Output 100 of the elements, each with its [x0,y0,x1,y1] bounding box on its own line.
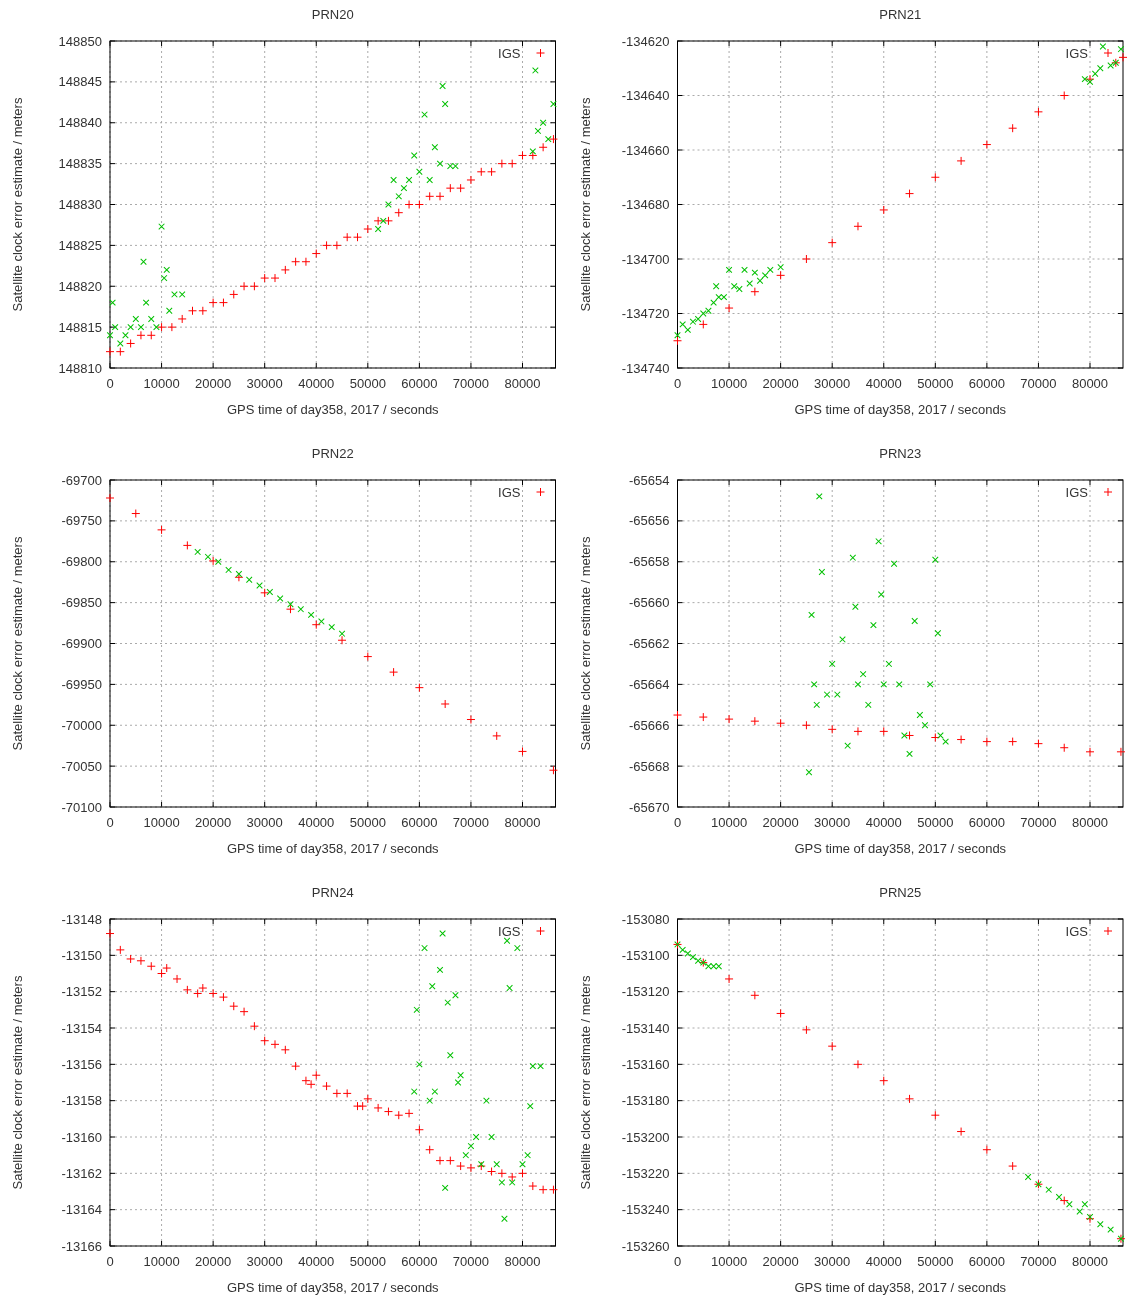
x-tick-label: 60000 [968,1254,1005,1269]
chart-title: PRN20 [311,7,354,22]
y-tick-label: -153120 [621,984,670,1000]
y-tick-label: 148815 [58,319,102,335]
point [694,957,702,965]
point [132,315,140,323]
y-axis-title: Satellite clock error estimate / meters [10,975,25,1190]
x-tick-label: 0 [673,376,682,391]
point [338,630,346,638]
y-tick-label: -13150 [61,947,102,963]
x-tick-label: 60000 [401,815,438,830]
y-tick-label: 148820 [58,278,102,294]
point [879,726,889,736]
point [256,582,263,589]
point [1096,1220,1104,1228]
y-tick-label: -70000 [61,717,102,733]
point [828,660,836,668]
y-tick-label: -134680 [621,197,670,212]
point [414,1125,424,1135]
point [699,310,707,317]
point [280,265,290,275]
point [776,270,786,280]
point [715,293,723,301]
point [328,623,336,631]
point [710,962,717,970]
point [146,961,156,971]
x-tick-label: 50000 [917,1254,954,1269]
point [260,1036,270,1046]
point [414,200,424,209]
point [426,176,434,184]
point [307,611,315,619]
point [487,1167,497,1177]
point [705,307,712,315]
point [229,289,239,299]
point [548,134,558,144]
point [1118,52,1128,62]
y-tick-label: 148845 [58,74,102,90]
point [508,1179,516,1186]
point [493,1160,501,1168]
point [689,953,697,961]
point [410,152,418,159]
point [379,217,387,225]
point [208,988,218,998]
point [122,331,129,339]
point [901,732,908,739]
point [106,331,114,339]
point [193,988,203,998]
x-tick-label: 40000 [865,376,902,391]
point [431,143,439,151]
x-axis-title: GPS time of day358, 2017 / seconds [226,1280,440,1295]
y-tick-label: -65656 [629,513,670,529]
point [921,721,929,729]
point [291,1061,301,1071]
point [454,1079,462,1086]
point [311,249,321,259]
point [1059,743,1069,753]
x-tick-label: 60000 [401,376,438,391]
point [673,710,682,720]
point [198,306,208,316]
point [416,168,423,176]
x-tick-label: 70000 [452,815,490,830]
point [741,266,748,274]
x-tick-label: 60000 [968,815,1005,830]
y-tick-label: -134660 [621,142,670,158]
point [724,303,734,313]
point [476,167,486,177]
point [446,162,454,170]
point [353,232,362,242]
point [105,493,115,503]
point [280,1045,290,1055]
point [157,322,167,332]
y-tick-label: -13152 [61,984,102,1000]
point [801,720,811,730]
point [204,553,212,561]
point [956,735,966,745]
chart-title: PRN21 [879,7,922,22]
y-tick-label: -153240 [621,1202,670,1218]
point [905,730,915,740]
point [801,254,811,264]
y-axis-title: Satellite clock error estimate / meters [577,536,593,751]
point [870,621,877,629]
x-tick-label: 40000 [298,376,335,391]
point [724,714,734,724]
y-tick-label: -70050 [61,758,102,774]
point [911,617,919,625]
point [285,604,295,614]
x-tick-label: 30000 [246,1254,283,1269]
point [115,945,125,955]
point [1091,70,1099,78]
point [137,323,145,331]
point [766,266,774,274]
point [518,150,527,160]
chart-title: PRN25 [879,885,922,900]
point [374,225,382,233]
y-tick-label: -13162 [61,1165,102,1181]
x-tick-label: 20000 [762,815,799,830]
y-tick-label: 148825 [58,237,102,253]
point [394,1110,404,1120]
point [694,315,702,323]
point [529,1062,537,1070]
